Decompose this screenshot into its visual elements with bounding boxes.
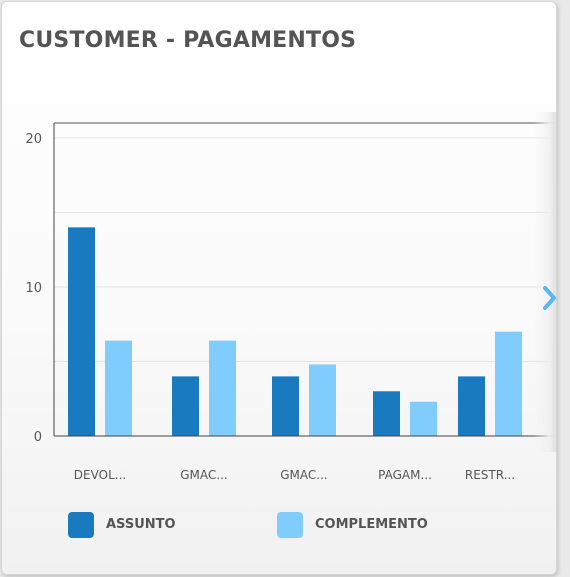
bar — [373, 391, 400, 436]
y-tick-label: 10 — [25, 281, 42, 296]
y-tick-label: 20 — [25, 132, 42, 147]
legend-label: COMPLEMENTO — [315, 517, 428, 532]
legend-swatch — [68, 512, 94, 538]
x-tick-label: GMAC... — [280, 468, 327, 482]
bar-chart: 0 10 20 DEVOL... GMAC... GMAC... PAGAM... RESTR… — [25, 122, 556, 482]
x-tick-label: RESTR... — [465, 468, 515, 482]
bar — [458, 376, 485, 436]
bar — [309, 364, 336, 436]
bar — [272, 376, 299, 436]
bar — [410, 401, 437, 436]
x-tick-label: PAGAM... — [378, 468, 432, 482]
y-tick-label: 0 — [34, 430, 42, 445]
bar — [172, 376, 199, 436]
chart-title: CUSTOMER - PAGAMENTOS — [19, 28, 357, 53]
chart-card: CUSTOMER - PAGAMENTOS 0 10 20 DEVOL... GMAC.… — [1, 1, 557, 575]
bar — [105, 340, 132, 436]
legend-swatch — [277, 512, 303, 538]
x-tick-label: GMAC... — [180, 468, 227, 482]
bar — [495, 331, 522, 436]
legend-label: ASSUNTO — [106, 517, 176, 532]
bar — [68, 227, 95, 436]
chevron-right-icon[interactable] — [542, 284, 557, 312]
bar — [209, 340, 236, 436]
x-tick-label: DEVOL... — [74, 468, 126, 482]
